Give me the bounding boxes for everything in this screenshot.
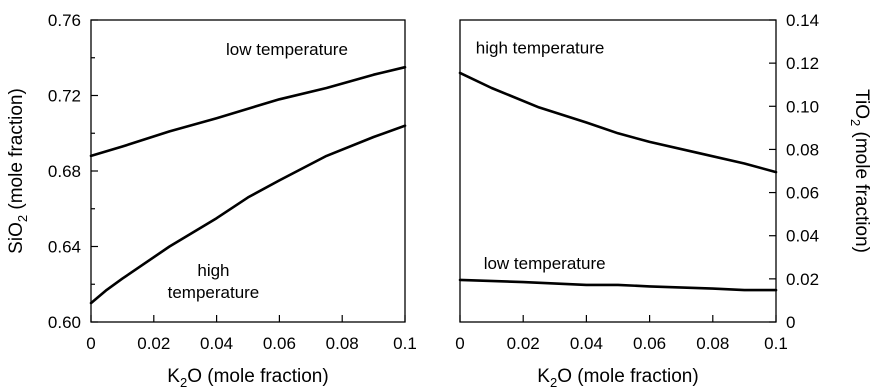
- x-tick-label: 0: [455, 334, 464, 353]
- y-tick-label: 0.14: [786, 11, 819, 30]
- y-tick-label: 0.76: [48, 11, 81, 30]
- plot-frame: [459, 19, 777, 323]
- x-tick-label: 0.06: [633, 334, 666, 353]
- x-axis-title-post: O (mole fraction): [557, 366, 698, 387]
- x-axis-title-pre: K: [167, 366, 180, 387]
- y-axis-title-post: (mole fraction): [851, 126, 870, 253]
- y-axis-title-pre: TiO: [851, 89, 870, 119]
- x-tick-label: 0.1: [764, 334, 788, 353]
- annotation-label: high temperature: [168, 261, 260, 302]
- x-axis-title-sub: 2: [550, 375, 557, 389]
- y-tick-label: 0.64: [48, 238, 81, 257]
- y-axis-title: TiO2 (mole fraction): [848, 89, 870, 253]
- y-axis-title: SiO2 (mole fraction): [6, 88, 30, 254]
- annotation-label: high temperature: [476, 38, 605, 57]
- y-tick-label: 0: [786, 313, 795, 332]
- y-axis-title-pre: SiO: [6, 222, 27, 254]
- y-tick-label: 0.02: [786, 270, 819, 289]
- plot-frame: [90, 19, 406, 323]
- panel-sio2: 0 0.02 0.04 0.06 0.08 0.1 0.60 0.64 0.68 0.72 0.76…: [6, 11, 417, 389]
- y-tick-label: 0.10: [786, 97, 819, 116]
- x-tick-label: 0: [86, 334, 95, 353]
- series-line-0: [458, 71, 778, 174]
- x-tick-label: 0.02: [507, 334, 540, 353]
- x-tick-label: 0.1: [393, 334, 417, 353]
- series-line-1: [458, 278, 778, 292]
- annotation-label: low temperature: [484, 254, 606, 273]
- series-line-0: [89, 65, 407, 158]
- x-axis-title-pre: K: [537, 366, 550, 387]
- x-tick-label: 0.04: [200, 334, 233, 353]
- x-tick-label: 0.08: [696, 334, 729, 353]
- series-line-1: [89, 124, 407, 305]
- x-axis-title: K2O (mole fraction): [167, 366, 328, 389]
- y-tick-label: 0.12: [786, 54, 819, 73]
- y-axis-title-sub: 2: [848, 119, 863, 126]
- annotation-line: high: [197, 261, 229, 280]
- annotation-line: high temperature: [476, 38, 605, 57]
- y-tick-label: 0.06: [786, 184, 819, 203]
- annotation-line: low temperature: [484, 254, 606, 273]
- x-tick-label: 0.08: [326, 334, 359, 353]
- annotation-line: temperature: [168, 283, 260, 302]
- x-axis-title: K2O (mole fraction): [537, 366, 698, 389]
- y-tick-label: 0.60: [48, 313, 81, 332]
- y-tick-label: 0.68: [48, 162, 81, 181]
- annotation-label: low temperature: [226, 40, 348, 59]
- y-tick-label: 0.08: [786, 140, 819, 159]
- x-tick-label: 0.06: [263, 334, 296, 353]
- annotation-line: low temperature: [226, 40, 348, 59]
- y-axis-title-post: (mole fraction): [6, 88, 27, 215]
- x-axis-title-post: O (mole fraction): [187, 366, 328, 387]
- x-tick-label: 0.04: [570, 334, 603, 353]
- y-tick-label: 0.04: [786, 227, 819, 246]
- x-axis-title-sub: 2: [180, 375, 187, 389]
- panel-tio2: 0 0.02 0.04 0.06 0.08 0.100.020.040.060.080.1…: [455, 11, 870, 389]
- x-tick-label: 0.02: [137, 334, 170, 353]
- y-tick-label: 0.72: [48, 87, 81, 106]
- y-axis-title-sub: 2: [15, 215, 30, 222]
